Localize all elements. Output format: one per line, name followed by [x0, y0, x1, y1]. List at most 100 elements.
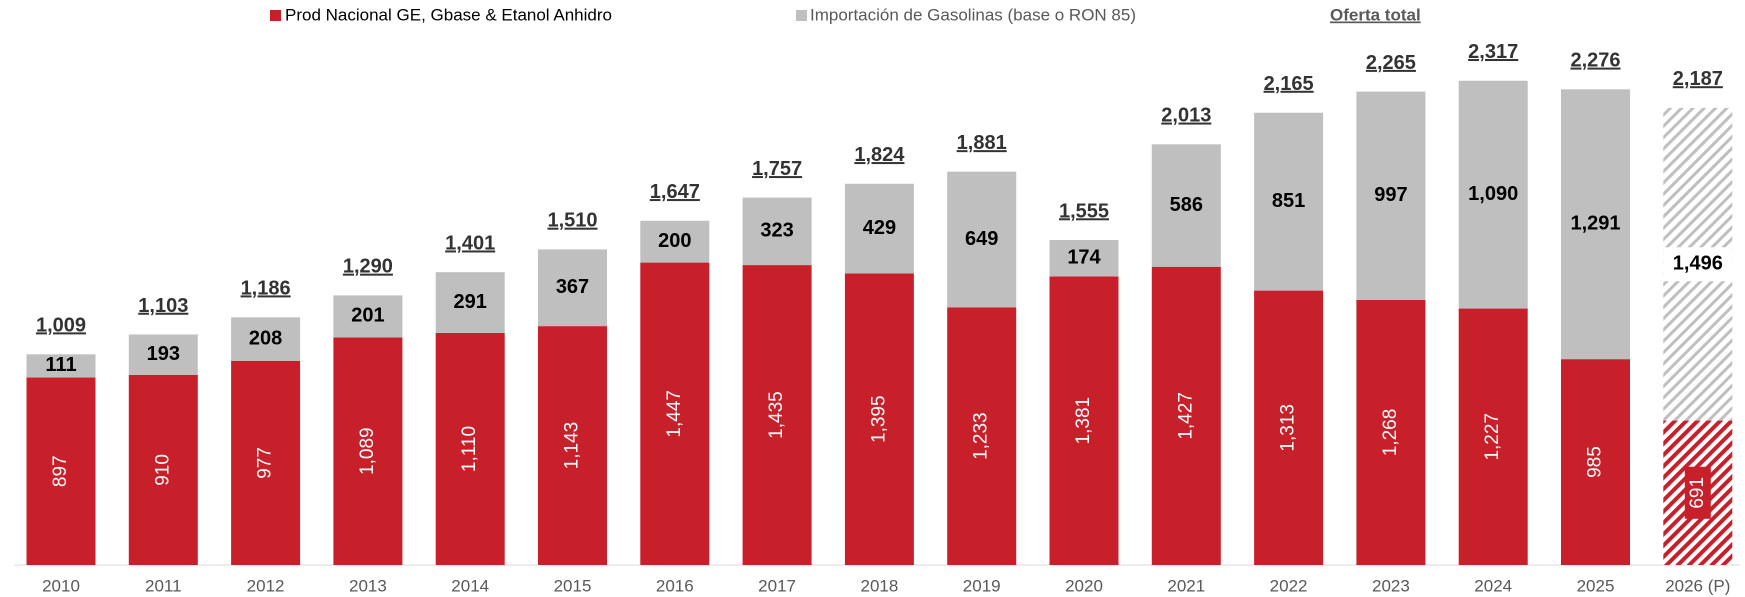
data-label: 323 — [760, 220, 793, 242]
bar-segment — [1458, 80, 1528, 309]
bar-segment — [1356, 91, 1426, 300]
total-label: 1,290 — [343, 256, 393, 278]
legend-swatch — [270, 10, 281, 21]
data-label: 1,268 — [1380, 409, 1401, 457]
bar-segment — [435, 333, 505, 565]
x-tick-label: 2016 — [656, 576, 694, 595]
label-bg — [1684, 466, 1711, 519]
bar-segment — [1561, 89, 1630, 360]
data-label: 174 — [1067, 246, 1101, 268]
bar-segment — [333, 337, 403, 565]
bar-segment — [231, 317, 301, 361]
bar-segment — [538, 326, 607, 565]
total-label: 1,647 — [650, 181, 700, 203]
data-label: 1,233 — [971, 412, 992, 460]
total-label: 2,276 — [1570, 50, 1620, 72]
bar-segment — [844, 273, 914, 565]
data-label: 200 — [658, 230, 691, 252]
bar-segment — [1458, 308, 1528, 565]
x-tick-label: 2021 — [1167, 576, 1205, 595]
data-label: 1,313 — [1278, 404, 1299, 452]
total-label: 1,103 — [138, 295, 188, 317]
data-label: 1,395 — [868, 395, 889, 443]
data-label: 910 — [152, 454, 173, 486]
total-label: 1,510 — [547, 210, 597, 232]
total-label: 2,265 — [1366, 52, 1416, 74]
total-label: 2,013 — [1161, 105, 1211, 127]
bar-segment — [435, 272, 505, 334]
data-label: 997 — [1374, 184, 1407, 206]
data-label: 977 — [255, 447, 276, 479]
bar-segment — [333, 295, 403, 338]
total-label: 1,824 — [854, 144, 905, 166]
bar-segment — [947, 307, 1017, 565]
bar-segment — [1151, 266, 1221, 565]
legend-label: Prod Nacional GE, Gbase & Etanol Anhidro — [285, 5, 612, 24]
total-label: 1,555 — [1059, 200, 1109, 222]
bar-segment — [231, 360, 301, 565]
label-bg — [1663, 247, 1733, 282]
legend-swatch — [796, 10, 807, 21]
data-label: 586 — [1170, 194, 1203, 216]
data-label: 291 — [454, 291, 487, 313]
x-tick-label: 2024 — [1474, 576, 1512, 595]
data-label: 851 — [1272, 190, 1305, 212]
x-tick-label: 2026 (P) — [1665, 576, 1730, 595]
bar-segment — [128, 374, 198, 565]
total-label: 2,317 — [1468, 41, 1518, 63]
x-tick-label: 2012 — [247, 576, 285, 595]
bar-segment — [1254, 290, 1324, 565]
x-tick-label: 2017 — [758, 576, 796, 595]
data-label: 208 — [249, 327, 282, 349]
data-label: 1,381 — [1073, 397, 1094, 445]
x-tick-label: 2022 — [1270, 576, 1308, 595]
bar-segment — [1561, 359, 1630, 565]
x-tick-label: 2018 — [860, 576, 898, 595]
x-tick-label: 2020 — [1065, 576, 1103, 595]
bar-segment — [1049, 276, 1119, 565]
bar-segment — [1254, 112, 1324, 291]
bar-segment — [640, 262, 710, 565]
bar-segment — [128, 334, 198, 375]
bar-segment — [26, 377, 96, 565]
total-label: 1,401 — [445, 232, 495, 254]
x-tick-label: 2010 — [42, 576, 80, 595]
total-label: 1,186 — [241, 277, 291, 299]
data-label: 897 — [50, 455, 71, 487]
data-label: 1,110 — [459, 426, 480, 472]
bar-segment — [640, 220, 710, 263]
data-label: 1,427 — [1175, 392, 1196, 440]
x-tick-label: 2025 — [1577, 576, 1615, 595]
data-label: 1,227 — [1482, 413, 1503, 461]
data-label: 1,435 — [766, 391, 787, 439]
data-label: 691 — [1687, 477, 1708, 509]
total-label: 2,187 — [1673, 68, 1723, 90]
total-label: 1,757 — [752, 158, 802, 180]
data-label: 1,496 — [1673, 253, 1723, 275]
data-label: 193 — [147, 343, 180, 365]
total-label: 1,881 — [957, 132, 1007, 154]
x-tick-label: 2011 — [145, 576, 182, 595]
bar-segment — [26, 354, 96, 378]
bar-segment — [1356, 299, 1426, 565]
data-label: 1,291 — [1570, 213, 1620, 235]
bar-segment — [947, 171, 1017, 308]
data-label: 1,089 — [357, 427, 378, 475]
x-tick-label: 2014 — [451, 576, 489, 595]
data-label: 367 — [556, 276, 589, 298]
bar-segment — [844, 183, 914, 274]
x-tick-label: 2015 — [554, 576, 592, 595]
bar-segment — [1151, 144, 1221, 267]
data-label: 649 — [965, 228, 998, 250]
total-label: 1,009 — [36, 314, 86, 336]
data-label: 429 — [863, 217, 896, 239]
data-label: 1,143 — [562, 422, 583, 470]
data-label: 1,447 — [664, 390, 685, 438]
bar-segment — [742, 197, 812, 266]
data-label: 201 — [351, 305, 384, 327]
x-tick-label: 2019 — [963, 576, 1001, 595]
legend-label: Importación de Gasolinas (base o RON 85) — [810, 5, 1136, 24]
data-label: 985 — [1585, 446, 1606, 478]
data-label: 1,090 — [1468, 183, 1518, 205]
legend-label: Oferta total — [1330, 5, 1421, 24]
